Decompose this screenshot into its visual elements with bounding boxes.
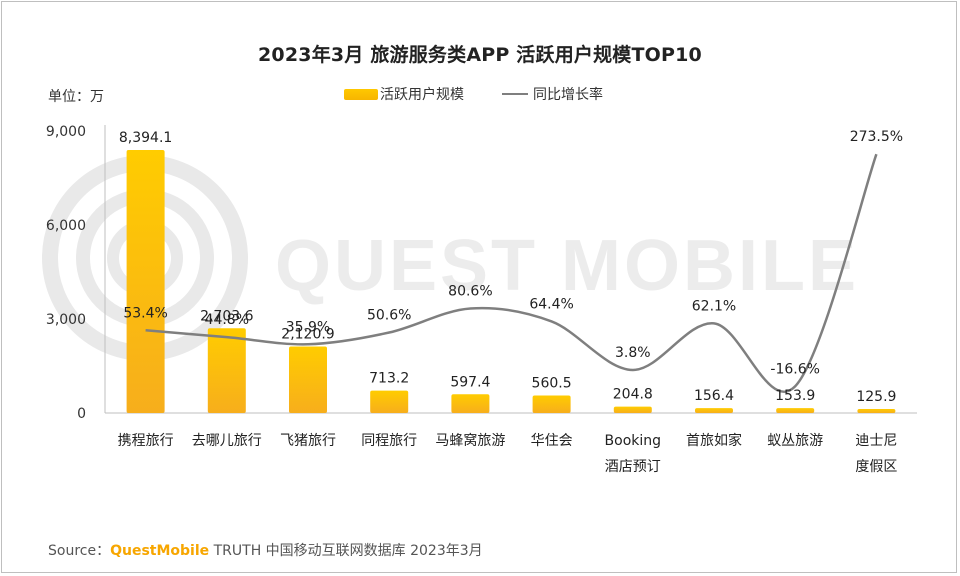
y-tick-label: 9,000 — [46, 124, 86, 140]
bar-value-label: 204.8 — [613, 387, 653, 403]
bar-value-label: 125.9 — [856, 389, 896, 405]
bar-value-label: 153.9 — [775, 388, 815, 404]
legend-bar-swatch — [344, 88, 378, 100]
legend-line-swatch — [502, 93, 528, 95]
growth-rate-label: 50.6% — [367, 308, 411, 324]
legend-line-label: 同比增长率 — [533, 87, 603, 103]
watermark-text: QUEST MOBILE — [275, 226, 859, 306]
source-note: Source：QuestMobile TRUTH 中国移动互联网数据库 2023… — [48, 540, 483, 560]
x-tick-label: 同程旅行 — [361, 433, 417, 449]
source-brand: QuestMobile — [110, 543, 210, 559]
legend: 活跃用户规模 同比增长率 — [344, 84, 603, 104]
growth-rate-label: 3.8% — [615, 345, 651, 361]
x-tick-label: Booking — [605, 433, 662, 449]
x-tick-label: 飞猪旅行 — [280, 433, 336, 449]
growth-rate-label: 80.6% — [448, 284, 492, 300]
bar — [613, 406, 652, 413]
growth-rate-label: 44.8% — [205, 312, 249, 328]
bar — [532, 395, 571, 413]
bar-value-label: 713.2 — [369, 371, 409, 387]
growth-rate-label: -16.6% — [770, 361, 820, 377]
growth-rate-label: 35.9% — [286, 319, 330, 335]
y-tick-label: 6,000 — [46, 218, 86, 234]
growth-rate-label: 64.4% — [529, 296, 573, 312]
bar-value-label: 8,394.1 — [119, 130, 172, 146]
bar — [126, 149, 165, 413]
x-tick-label: 携程旅行 — [118, 433, 174, 449]
x-tick-label: 度假区 — [855, 459, 897, 475]
source-prefix: Source： — [48, 543, 111, 559]
x-tick-label: 酒店预订 — [605, 459, 661, 475]
chart-title: 2023年3月 旅游服务类APP 活跃用户规模TOP10 — [258, 44, 702, 66]
x-tick-label: 华住会 — [531, 433, 573, 449]
bar-value-label: 597.4 — [450, 374, 490, 390]
growth-rate-label: 62.1% — [692, 298, 736, 314]
y-tick-label: 0 — [77, 406, 86, 422]
legend-bar-label: 活跃用户规模 — [380, 87, 464, 103]
bar — [451, 394, 490, 413]
bar — [289, 346, 327, 413]
growth-rate-label: 273.5% — [850, 129, 903, 145]
growth-rate-label: 53.4% — [123, 305, 167, 321]
bar-value-label: 156.4 — [694, 388, 734, 404]
bar-value-label: 560.5 — [532, 375, 572, 391]
x-tick-label: 蚁丛旅游 — [767, 433, 823, 449]
unit-label: 单位：万 — [48, 89, 104, 105]
watermark: QUEST MOBILE — [42, 155, 859, 361]
source-rest: TRUTH 中国移动互联网数据库 2023年3月 — [213, 543, 483, 559]
bar — [776, 408, 815, 413]
x-tick-label: 迪士尼 — [855, 433, 897, 449]
x-tick-label: 首旅如家 — [686, 432, 742, 449]
bar-value-label: 2,120.9 — [281, 327, 334, 343]
bar — [207, 328, 246, 413]
bar-value-label: 2,703.6 — [200, 308, 254, 324]
y-tick-label: 3,000 — [46, 312, 86, 328]
x-tick-label: 去哪儿旅行 — [192, 433, 262, 449]
x-tick-label: 马蜂窝旅游 — [435, 432, 505, 449]
bar — [695, 408, 733, 413]
growth-line — [145, 153, 878, 393]
bar — [857, 409, 896, 413]
bar — [370, 390, 409, 413]
